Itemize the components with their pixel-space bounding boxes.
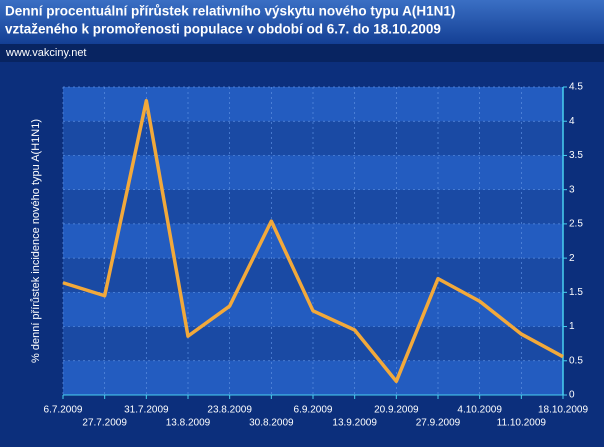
x-tick-label: 4.10.2009 bbox=[457, 405, 502, 416]
x-tick-label: 27.9.2009 bbox=[416, 418, 461, 429]
y-tick-label: 0 bbox=[569, 390, 575, 401]
y-tick-label: 2.5 bbox=[569, 219, 583, 230]
y-tick-label: 4 bbox=[569, 116, 575, 127]
plot: 0 0.5 1 1.5 2 2.5 3 3.5 4 4.5 6.7.2009 27.7.2009 31.… bbox=[44, 82, 589, 429]
y-axis-label: % denní přírůstek incidence nového typu … bbox=[30, 119, 42, 363]
y-tick-label: 1 bbox=[569, 321, 575, 332]
x-tick-label: 23.8.2009 bbox=[207, 405, 252, 416]
x-tick-label: 31.7.2009 bbox=[124, 405, 169, 416]
source-bar bbox=[0, 44, 604, 62]
x-tick-label: 6.9.2009 bbox=[294, 405, 333, 416]
source: www.vakciny.net bbox=[5, 47, 87, 59]
x-tick-label: 27.7.2009 bbox=[82, 418, 127, 429]
data-line bbox=[62, 98, 564, 384]
y-tick-label: 2 bbox=[569, 253, 575, 264]
x-tick-label: 6.7.2009 bbox=[44, 405, 83, 416]
y-tick-label: 1.5 bbox=[569, 287, 583, 298]
header bbox=[0, 0, 604, 44]
y-tick-label: 3 bbox=[569, 184, 575, 195]
y-tick-label: 0.5 bbox=[569, 355, 583, 366]
chart-title: vztaženého k promořenosti populace v obd… bbox=[5, 22, 441, 37]
x-tick-label: 13.9.2009 bbox=[332, 418, 377, 429]
y-tick-label: 4.5 bbox=[569, 82, 583, 93]
x-tick-label: 30.8.2009 bbox=[249, 418, 294, 429]
y-tick-label: 3.5 bbox=[569, 150, 583, 161]
chart-title: Denní procentuální přírůstek relativního… bbox=[5, 4, 455, 19]
x-tick-label: 20.9.2009 bbox=[374, 405, 419, 416]
x-tick-label: 13.8.2009 bbox=[166, 418, 211, 429]
x-tick-label: 11.10.2009 bbox=[497, 418, 547, 429]
x-tick-label: 18.10.2009 bbox=[538, 405, 588, 416]
